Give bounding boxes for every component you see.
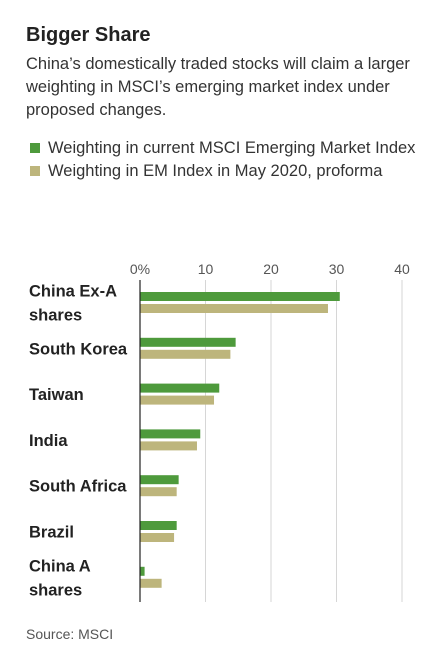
legend: Weighting in current MSCI Emerging Marke… (26, 137, 415, 183)
bar-proforma (140, 304, 328, 313)
legend-label-current: Weighting in current MSCI Emerging Marke… (48, 139, 416, 157)
bar-current (140, 475, 179, 485)
legend-swatch-current (30, 143, 40, 153)
x-tick-label: 30 (329, 261, 345, 277)
bar-proforma (140, 349, 231, 359)
category-label: South Korea (29, 340, 128, 358)
bar-proforma (140, 487, 177, 497)
bar-current (140, 292, 340, 301)
legend-item-current: Weighting in current MSCI Emerging Marke… (26, 137, 415, 160)
bar-current (140, 429, 201, 439)
legend-label-proforma: Weighting in EM Index in May 2020, profo… (48, 162, 383, 180)
source-note: Source: MSCI (26, 626, 114, 642)
bar-proforma (140, 533, 175, 542)
bar-proforma (140, 441, 197, 451)
x-tick-label: 20 (263, 261, 279, 277)
bar-proforma (140, 395, 215, 405)
bar-current (140, 521, 177, 530)
x-tick-label: 0% (130, 261, 150, 277)
bar-current (140, 383, 220, 393)
category-label: Taiwan (29, 386, 84, 404)
bar-chart: 0% 10 20 30 40 China Ex-A shares South Korea Tai… (29, 261, 410, 602)
bar-current (140, 566, 145, 576)
bar-proforma (140, 578, 162, 588)
chart-title: Bigger Share (26, 24, 151, 46)
x-tick-label: 10 (198, 261, 214, 277)
category-label: Brazil (29, 524, 74, 542)
chart-subtitle: China’s domestically traded stocks will … (26, 55, 410, 119)
x-tick-label: 40 (394, 261, 410, 277)
category-label: South Africa (29, 478, 127, 496)
category-label: China Ex-A shares (29, 283, 117, 325)
bar-current (140, 337, 236, 347)
legend-item-proforma: Weighting in EM Index in May 2020, profo… (26, 160, 415, 183)
category-label: India (29, 432, 68, 450)
legend-swatch-proforma (30, 166, 40, 176)
